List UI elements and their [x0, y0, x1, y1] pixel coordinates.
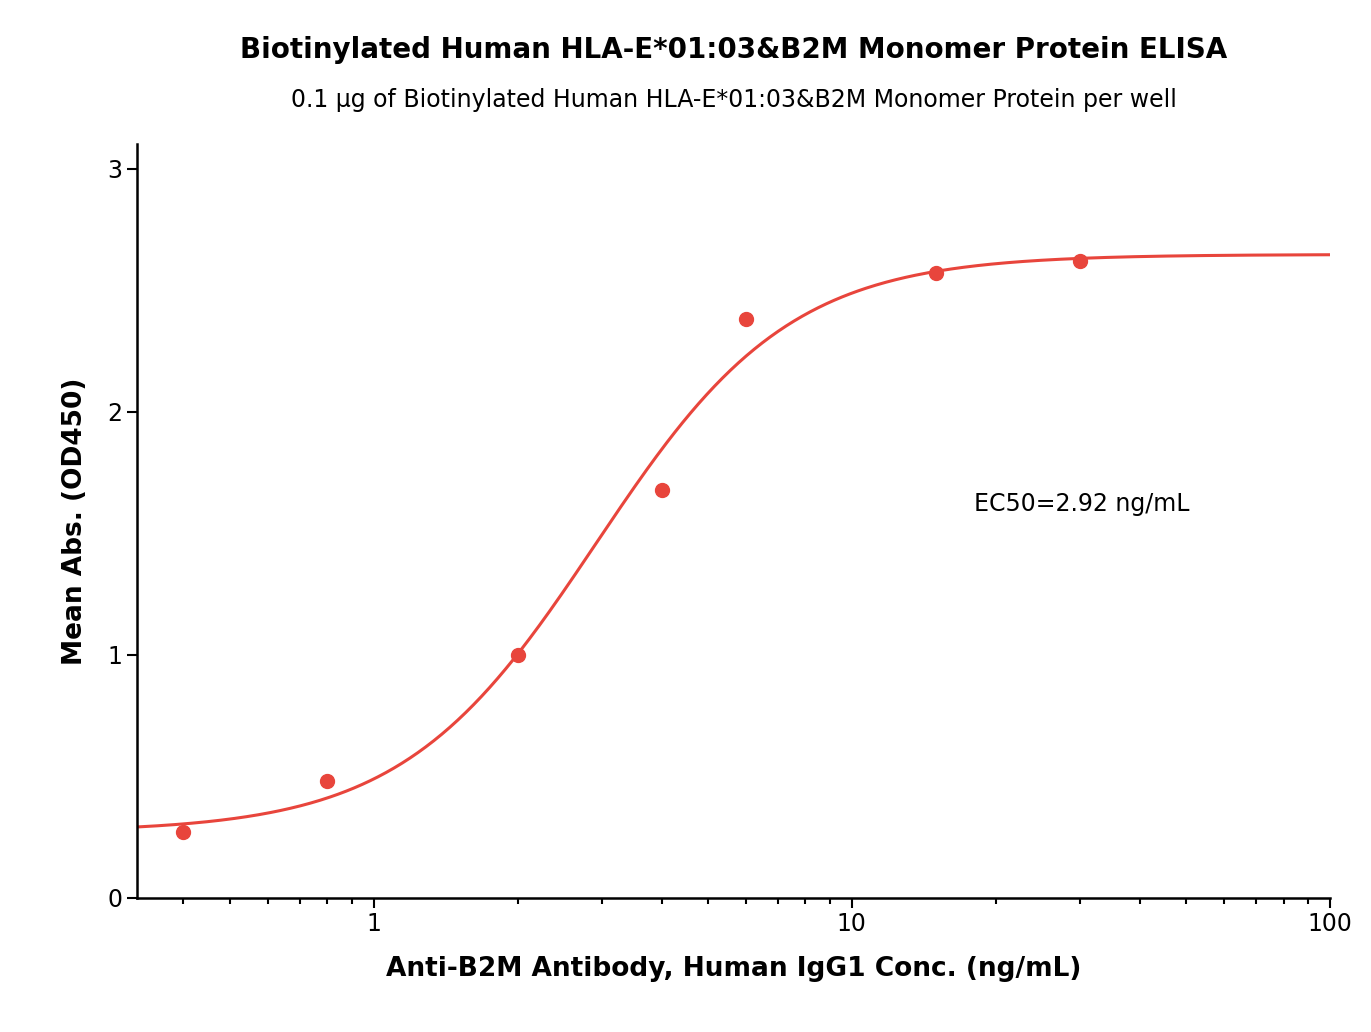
Point — [651, 481, 673, 497]
Text: 0.1 μg of Biotinylated Human HLA-E*01:03&B2M Monomer Protein per well: 0.1 μg of Biotinylated Human HLA-E*01:03… — [291, 88, 1176, 111]
X-axis label: Anti-B2M Antibody, Human IgG1 Conc. (ng/mL): Anti-B2M Antibody, Human IgG1 Conc. (ng/… — [385, 956, 1082, 981]
Point — [1069, 253, 1091, 269]
Y-axis label: Mean Abs. (OD450): Mean Abs. (OD450) — [62, 378, 88, 665]
Point — [735, 312, 757, 328]
Point — [925, 265, 947, 282]
Point — [173, 824, 195, 840]
Text: Biotinylated Human HLA-E*01:03&B2M Monomer Protein ELISA: Biotinylated Human HLA-E*01:03&B2M Monom… — [240, 36, 1227, 64]
Point — [507, 647, 529, 664]
Point — [317, 773, 339, 789]
Text: EC50=2.92 ng/mL: EC50=2.92 ng/mL — [973, 492, 1189, 516]
